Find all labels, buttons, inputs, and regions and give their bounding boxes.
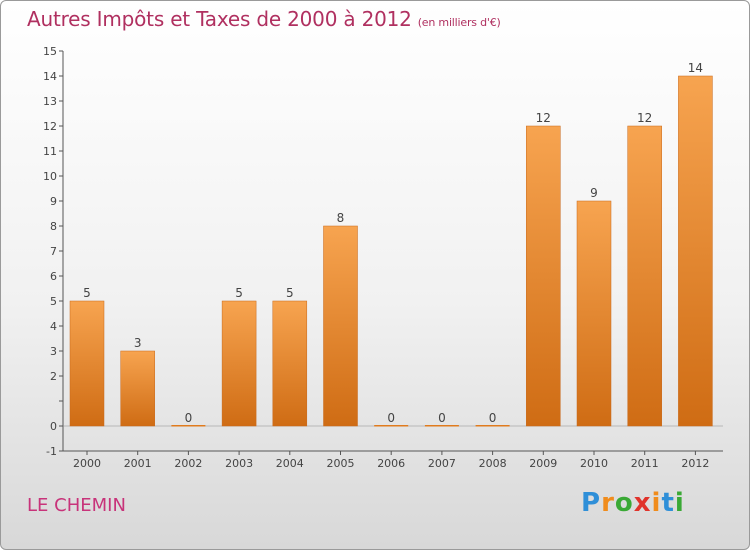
data-labels: 5 3 0 5 5 8 0 0 0 12 9 12 14	[83, 61, 703, 425]
bar	[120, 350, 155, 427]
data-label: 5	[83, 286, 91, 300]
y-tick-label: 2	[50, 370, 57, 383]
data-label: 3	[134, 336, 142, 350]
chart-title-text: Autres Impôts et Taxes de 2000 à 2012	[27, 7, 412, 31]
x-tick-label: 2007	[428, 457, 456, 470]
axes: -1 0 2 3 4 5 6 7 8 9 10 11 12 13 14 15 2000 2001 2002 2003 2…	[43, 45, 723, 470]
y-tick-label: 12	[43, 120, 57, 133]
x-tick-label: 2009	[529, 457, 557, 470]
x-tick-label: 2006	[377, 457, 405, 470]
data-label: 0	[387, 411, 395, 425]
y-tick-label: 15	[43, 45, 57, 58]
data-label: 0	[438, 411, 446, 425]
x-tick-label: 2000	[73, 457, 101, 470]
x-tick-label: 2001	[124, 457, 152, 470]
logo-letter: r	[601, 488, 615, 518]
data-label: 5	[235, 286, 243, 300]
y-tick-label: 3	[50, 345, 57, 358]
y-tick-label: 6	[50, 270, 57, 283]
y-tick-label: 0	[50, 420, 57, 433]
logo-letter: i	[651, 488, 662, 518]
bar	[678, 75, 713, 427]
data-label: 0	[185, 411, 193, 425]
x-tick-label: 2008	[479, 457, 507, 470]
place-name: LE CHEMIN	[27, 495, 126, 516]
logo-letter: i	[674, 488, 685, 518]
bar	[526, 125, 561, 427]
x-tick-label: 2012	[681, 457, 709, 470]
logo-letter: t	[661, 488, 675, 518]
x-tick-label: 2004	[276, 457, 304, 470]
data-label: 14	[688, 61, 703, 75]
y-tick-label: 7	[50, 245, 57, 258]
data-label: 12	[637, 111, 652, 125]
y-tick-label: 8	[50, 220, 57, 233]
logo-letter: o	[614, 488, 634, 518]
x-tick-label: 2011	[631, 457, 659, 470]
y-tick-label: 4	[50, 320, 57, 333]
bar	[69, 300, 105, 427]
logo-letter: x	[633, 488, 652, 518]
data-label: 5	[286, 286, 294, 300]
y-tick-label: 13	[43, 95, 57, 108]
bar	[171, 425, 206, 427]
bar	[272, 300, 308, 427]
bar	[576, 200, 612, 427]
x-tick-label: 2003	[225, 457, 253, 470]
y-tick-label: 5	[50, 295, 57, 308]
y-tick-label: 9	[50, 195, 57, 208]
bar	[374, 425, 409, 427]
data-label: 0	[489, 411, 497, 425]
logo-letter: P	[581, 488, 602, 518]
x-tick-label: 2010	[580, 457, 608, 470]
bar	[424, 425, 459, 427]
y-tick-label: 14	[43, 70, 57, 83]
y-tick-label: -1	[46, 445, 57, 458]
bar	[221, 300, 257, 427]
proxiti-logo: Proxiti	[581, 488, 685, 518]
chart-title: Autres Impôts et Taxes de 2000 à 2012 (en…	[27, 7, 501, 31]
bar	[475, 425, 510, 427]
chart-unit: (en milliers d'€)	[417, 16, 501, 29]
bar	[627, 125, 662, 427]
bars	[69, 75, 713, 427]
bar	[323, 225, 358, 427]
x-tick-label: 2005	[327, 457, 355, 470]
data-label: 12	[536, 111, 551, 125]
data-label: 9	[590, 186, 598, 200]
y-tick-label: 11	[43, 145, 57, 158]
x-tick-label: 2002	[174, 457, 202, 470]
y-tick-label: 10	[43, 170, 57, 183]
data-label: 8	[337, 211, 345, 225]
